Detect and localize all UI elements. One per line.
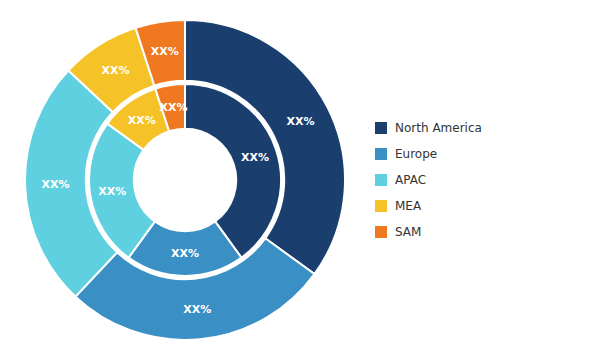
legend-swatch [375, 174, 387, 186]
legend-item: Europe [375, 147, 437, 161]
ring [89, 84, 281, 276]
data-label: XX% [98, 185, 126, 198]
legend-item: MEA [375, 199, 422, 213]
data-label: XX% [159, 101, 187, 114]
data-labels: XX%XX%XX%XX%XX%XX%XX%XX%XX%XX% [41, 45, 314, 315]
legend-label: APAC [395, 173, 426, 187]
data-label: XX% [41, 178, 69, 191]
slice [136, 20, 185, 86]
legend-label: Europe [395, 147, 437, 161]
legend-swatch [375, 148, 387, 160]
ring [25, 20, 345, 340]
legend-item: APAC [375, 173, 426, 187]
data-label: XX% [102, 64, 130, 77]
data-label: XX% [128, 114, 156, 127]
legend-label: North America [395, 121, 482, 135]
legend-swatch [375, 226, 387, 238]
legend: North America Europe APAC MEA SAM [375, 121, 482, 239]
legend-swatch [375, 200, 387, 212]
donut [25, 20, 345, 340]
data-label: XX% [171, 247, 199, 260]
data-label: XX% [286, 115, 314, 128]
legend-label: SAM [395, 225, 421, 239]
data-label: XX% [183, 303, 211, 316]
legend-item: North America [375, 121, 482, 135]
legend-item: SAM [375, 225, 421, 239]
data-label: XX% [241, 151, 269, 164]
chart-svg: XX%XX%XX%XX%XX%XX%XX%XX%XX%XX%North Amer… [0, 0, 600, 360]
legend-swatch [375, 122, 387, 134]
legend-label: MEA [395, 199, 422, 213]
data-label: XX% [151, 45, 179, 58]
